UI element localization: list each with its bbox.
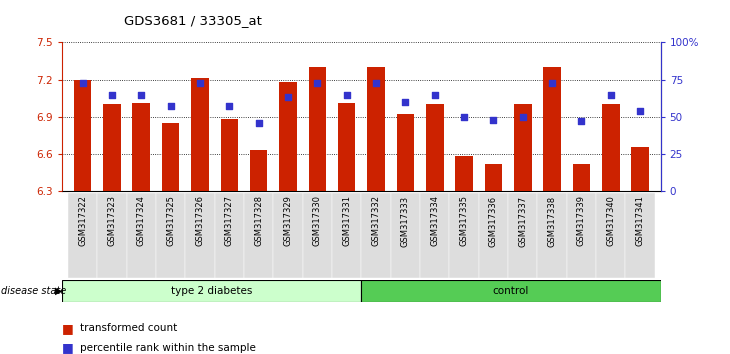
Text: GSM317339: GSM317339 bbox=[577, 195, 586, 246]
Bar bbox=[103, 104, 120, 191]
Point bbox=[517, 114, 529, 120]
Text: GSM317328: GSM317328 bbox=[254, 195, 263, 246]
Bar bbox=[244, 193, 273, 278]
Point bbox=[194, 80, 206, 85]
Bar bbox=[391, 193, 420, 278]
Point bbox=[165, 104, 177, 109]
Point bbox=[283, 95, 294, 100]
Text: GSM317338: GSM317338 bbox=[548, 195, 556, 247]
Bar bbox=[215, 193, 244, 278]
Text: GSM317337: GSM317337 bbox=[518, 195, 527, 247]
Text: ▶: ▶ bbox=[55, 286, 62, 296]
Point bbox=[458, 114, 470, 120]
Bar bbox=[396, 114, 414, 191]
Text: GSM317325: GSM317325 bbox=[166, 195, 175, 246]
Text: GSM317341: GSM317341 bbox=[636, 195, 645, 246]
Point bbox=[106, 92, 118, 97]
Bar bbox=[361, 280, 661, 302]
Bar bbox=[602, 104, 620, 191]
Bar bbox=[456, 156, 473, 191]
Point bbox=[370, 80, 382, 85]
Text: type 2 diabetes: type 2 diabetes bbox=[171, 286, 253, 296]
Text: control: control bbox=[493, 286, 529, 296]
Bar bbox=[191, 78, 209, 191]
Point bbox=[634, 108, 646, 114]
Text: GSM317322: GSM317322 bbox=[78, 195, 87, 246]
Bar bbox=[566, 193, 596, 278]
Bar bbox=[185, 193, 215, 278]
Text: GSM317330: GSM317330 bbox=[313, 195, 322, 246]
Text: GSM317332: GSM317332 bbox=[372, 195, 380, 246]
Bar bbox=[68, 193, 97, 278]
Text: GSM317327: GSM317327 bbox=[225, 195, 234, 246]
Point bbox=[605, 92, 617, 97]
Bar bbox=[420, 193, 450, 278]
Bar bbox=[303, 193, 332, 278]
Bar bbox=[162, 123, 180, 191]
Bar bbox=[74, 80, 91, 191]
Point bbox=[399, 99, 411, 105]
Text: GSM317329: GSM317329 bbox=[283, 195, 293, 246]
Bar bbox=[332, 193, 361, 278]
Text: ■: ■ bbox=[62, 322, 74, 335]
Bar bbox=[126, 193, 156, 278]
Point bbox=[546, 80, 558, 85]
Bar bbox=[338, 103, 356, 191]
Bar bbox=[485, 164, 502, 191]
Text: GSM317324: GSM317324 bbox=[137, 195, 146, 246]
Point bbox=[429, 92, 440, 97]
Bar bbox=[596, 193, 626, 278]
Point bbox=[575, 119, 587, 124]
Bar bbox=[508, 193, 537, 278]
Text: disease state: disease state bbox=[1, 286, 66, 296]
Bar bbox=[426, 104, 444, 191]
Bar bbox=[626, 193, 655, 278]
Bar bbox=[132, 103, 150, 191]
Text: GSM317336: GSM317336 bbox=[489, 195, 498, 247]
Bar bbox=[220, 119, 238, 191]
Text: GSM317331: GSM317331 bbox=[342, 195, 351, 246]
Bar bbox=[156, 193, 185, 278]
Text: ■: ■ bbox=[62, 341, 74, 354]
Bar bbox=[450, 193, 479, 278]
Bar bbox=[543, 67, 561, 191]
Bar bbox=[62, 280, 361, 302]
Bar bbox=[367, 67, 385, 191]
Text: GSM317333: GSM317333 bbox=[401, 195, 410, 247]
Bar bbox=[631, 147, 649, 191]
Bar bbox=[273, 193, 303, 278]
Bar bbox=[514, 104, 531, 191]
Text: percentile rank within the sample: percentile rank within the sample bbox=[80, 343, 256, 353]
Point bbox=[223, 104, 235, 109]
Point bbox=[136, 92, 147, 97]
Bar bbox=[97, 193, 126, 278]
Bar bbox=[537, 193, 566, 278]
Text: GSM317340: GSM317340 bbox=[607, 195, 615, 246]
Bar bbox=[279, 82, 297, 191]
Point bbox=[253, 120, 264, 126]
Point bbox=[312, 80, 323, 85]
Text: GDS3681 / 33305_at: GDS3681 / 33305_at bbox=[124, 14, 262, 27]
Bar bbox=[250, 150, 267, 191]
Text: GSM317334: GSM317334 bbox=[430, 195, 439, 246]
Text: transformed count: transformed count bbox=[80, 323, 177, 333]
Text: GSM317323: GSM317323 bbox=[107, 195, 116, 246]
Bar bbox=[572, 164, 591, 191]
Text: GSM317326: GSM317326 bbox=[196, 195, 204, 246]
Bar bbox=[479, 193, 508, 278]
Bar bbox=[309, 67, 326, 191]
Text: GSM317335: GSM317335 bbox=[460, 195, 469, 246]
Point bbox=[77, 80, 88, 85]
Point bbox=[488, 117, 499, 122]
Bar bbox=[361, 193, 391, 278]
Point bbox=[341, 92, 353, 97]
